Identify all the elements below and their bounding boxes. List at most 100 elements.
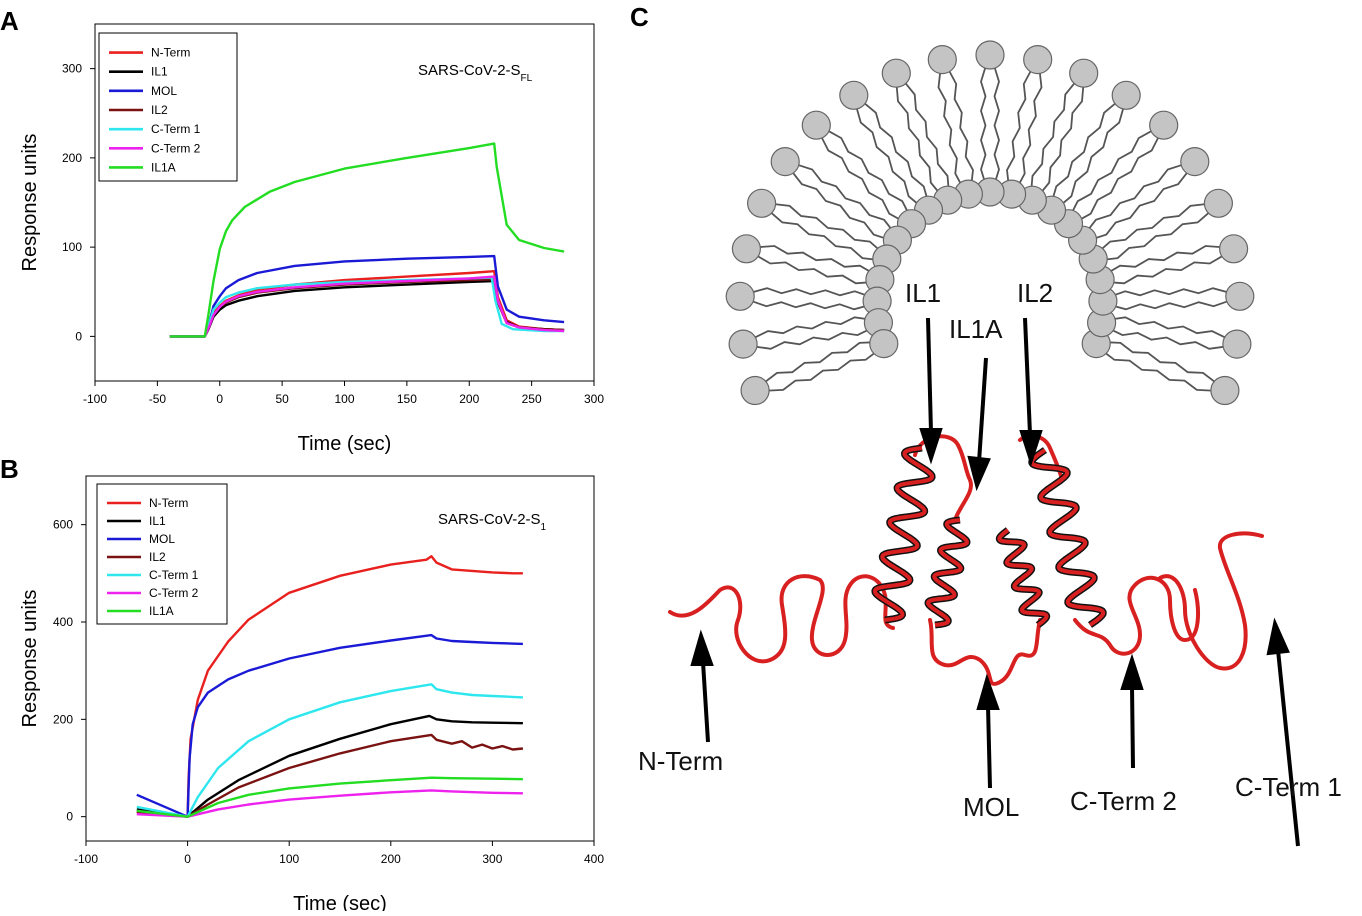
lipid-tail	[895, 85, 942, 196]
panel-b-letter: B	[0, 454, 19, 484]
mol-loop	[928, 618, 1042, 686]
chart-a-legend-label: MOL	[151, 84, 177, 98]
chart-b-legend-label: IL1A	[149, 604, 174, 618]
label-il1: IL1	[905, 278, 941, 308]
lipid-tail	[764, 341, 875, 383]
lipid-tail	[774, 203, 882, 253]
chart-a-legend-label: IL2	[151, 103, 168, 117]
lipid-head-outer	[927, 44, 957, 75]
cterm1-chain	[1158, 531, 1264, 671]
il1-arrowhead	[919, 428, 943, 465]
chart-a-x-tick-label: 250	[522, 392, 542, 406]
chart-b-annotation-main: SARS-CoV-2-S	[438, 511, 541, 528]
lipid-tail	[1102, 211, 1210, 261]
chart-b-legend-label: MOL	[149, 532, 175, 546]
lipid-molecule	[1081, 329, 1240, 406]
lipid-head-outer	[1111, 80, 1141, 110]
lipid-molecule	[770, 147, 913, 255]
lipid-molecule	[839, 80, 944, 225]
chart-a-legend-label: C-Term 1	[151, 122, 201, 136]
lipid-head-outer	[1069, 58, 1099, 88]
lipid-tail	[1016, 72, 1043, 188]
chart-a-annotation-sub: FL	[521, 73, 533, 84]
arrow-group	[690, 317, 1300, 847]
chart-a-annotation-main: SARS-CoV-2-S	[418, 62, 521, 79]
chart-a: SARS-CoV-2-SFL -100 -50 0 50 100 150 200 250 300…	[19, 23, 604, 455]
lipid-tail	[1069, 129, 1153, 216]
chart-a-x-axis-label: Time (sec)	[298, 433, 392, 455]
chart-b-y-tick-label: 400	[53, 615, 73, 629]
chart-a-series-c-term-2	[169, 275, 565, 338]
chart-b-series-mol	[136, 633, 523, 818]
lipid-tail	[1038, 85, 1085, 196]
il2-arrowhead	[1019, 430, 1043, 467]
panel-c-letter: C	[630, 2, 649, 32]
lipid-tail	[1110, 300, 1229, 311]
alpha-helix	[995, 527, 1051, 628]
lipid-head-outer	[839, 80, 869, 110]
lipid-head-outer	[1203, 188, 1234, 218]
chart-b-y-tick-label: 200	[53, 712, 73, 726]
chart-a-legend-label: N-Term	[151, 46, 190, 60]
nterm-arrowhead	[690, 629, 714, 666]
lipid-tail	[855, 107, 921, 207]
chart-b: SARS-CoV-2-S1 -100 0 100 200 300 400 0 200 400 60…	[19, 475, 604, 915]
lipid-head-outer	[801, 110, 831, 140]
chart-b-annotation: SARS-CoV-2-S1	[438, 511, 547, 533]
lipid-head-outer	[1225, 281, 1255, 311]
lipid-tail	[797, 163, 895, 233]
lipid-head-inner	[869, 329, 899, 359]
lipid-molecule	[746, 188, 902, 274]
lipid-head-outer	[881, 58, 911, 88]
il1-arrow	[926, 317, 933, 433]
mol-arrowhead	[976, 673, 1000, 710]
chart-b-x-tick-label: 400	[584, 852, 604, 866]
lipid-head-outer	[725, 281, 755, 311]
chart-a-series-il1	[169, 279, 565, 338]
label-nterm: N-Term	[638, 746, 723, 776]
label-il2: IL2	[1017, 278, 1053, 308]
lipid-tail	[1110, 316, 1227, 339]
chart-a-y-axis-label: Response units	[19, 134, 41, 272]
chart-b-legend-label: C-Term 1	[149, 568, 199, 582]
lipid-head-outer	[731, 234, 762, 264]
lipid-molecule	[975, 40, 1005, 207]
lipid-head-outer	[1149, 110, 1179, 140]
cterm1-arrowhead	[1266, 617, 1290, 656]
lipid-molecule	[996, 44, 1053, 209]
chart-b-series-il1a	[136, 776, 523, 818]
lipid-tail	[756, 255, 872, 285]
chart-a-legend-box	[98, 32, 238, 182]
lipid-head-outer	[975, 40, 1005, 70]
lipid-head-outer	[1222, 329, 1252, 359]
alpha-helix	[924, 516, 971, 629]
lipid-tail	[1030, 82, 1076, 192]
lipid-molecule	[927, 44, 984, 209]
chart-a-x-tick-label: -100	[83, 392, 107, 406]
chart-b-y-tick-label: 0	[66, 810, 73, 824]
lipid-tail	[1110, 287, 1228, 298]
lipid-tail	[1106, 245, 1221, 275]
chart-a-x-tick-label: 150	[397, 392, 417, 406]
il2-arrow	[1023, 317, 1032, 435]
chart-b-legend-label: IL1	[149, 514, 166, 528]
chart-a-annotation: SARS-CoV-2-SFL	[418, 62, 533, 84]
chart-a-x-tick-label: 50	[275, 392, 289, 406]
lipid-tail	[1108, 327, 1225, 350]
chart-b-x-tick-label: 200	[381, 852, 401, 866]
chart-a-legend-label: C-Term 2	[151, 141, 201, 155]
lipid-tail	[1108, 255, 1224, 285]
chart-b-y-tick-label: 600	[53, 518, 73, 532]
cterm2-arrow	[1130, 685, 1135, 769]
mol-arrow	[986, 705, 992, 789]
chart-b-x-tick-label: 300	[482, 852, 502, 866]
chart-b-x-tick-label: 100	[279, 852, 299, 866]
lipid-tail	[993, 66, 1000, 185]
chart-a-x-tick-label: 100	[334, 392, 354, 406]
lipid-molecule	[1086, 308, 1252, 359]
label-il1a: IL1A	[949, 314, 1003, 344]
chart-a-x-tick-label: -50	[149, 392, 167, 406]
lipid-head-outer	[770, 147, 800, 177]
chart-b-x-tick-label: -100	[74, 852, 98, 866]
